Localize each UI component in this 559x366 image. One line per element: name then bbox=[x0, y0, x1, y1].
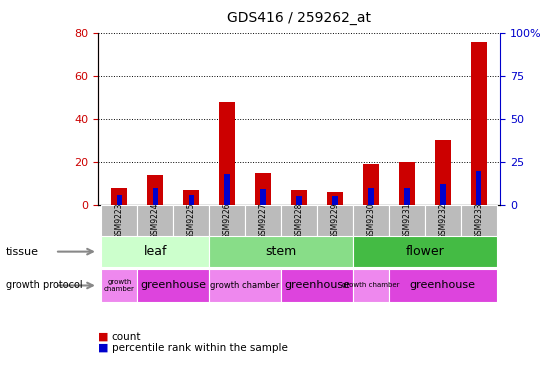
Bar bbox=[353, 269, 389, 302]
Bar bbox=[296, 196, 302, 205]
Bar bbox=[138, 205, 173, 236]
Text: growth protocol: growth protocol bbox=[6, 280, 82, 291]
Bar bbox=[101, 236, 209, 267]
Text: growth chamber: growth chamber bbox=[211, 281, 280, 290]
Bar bbox=[332, 196, 338, 205]
Text: GSM9229: GSM9229 bbox=[330, 202, 339, 239]
Bar bbox=[317, 205, 353, 236]
Bar bbox=[440, 184, 446, 205]
Bar bbox=[225, 174, 230, 205]
Text: GSM9233: GSM9233 bbox=[474, 202, 483, 239]
Text: count: count bbox=[112, 332, 141, 342]
Text: GSM9223: GSM9223 bbox=[115, 202, 124, 239]
Bar bbox=[209, 269, 281, 302]
Text: greenhouse: greenhouse bbox=[140, 280, 206, 291]
Text: flower: flower bbox=[405, 245, 444, 258]
Bar bbox=[209, 236, 353, 267]
Bar bbox=[368, 188, 373, 205]
Text: leaf: leaf bbox=[144, 245, 167, 258]
Bar bbox=[327, 192, 343, 205]
Text: GSM9226: GSM9226 bbox=[222, 202, 231, 239]
Bar bbox=[260, 190, 266, 205]
Bar bbox=[399, 162, 415, 205]
Bar bbox=[476, 171, 481, 205]
Bar bbox=[147, 175, 163, 205]
Bar bbox=[245, 205, 281, 236]
Bar bbox=[281, 269, 353, 302]
Bar bbox=[281, 205, 317, 236]
Bar bbox=[389, 205, 425, 236]
Text: tissue: tissue bbox=[6, 247, 39, 257]
Bar bbox=[111, 188, 127, 205]
Text: greenhouse: greenhouse bbox=[410, 280, 476, 291]
Text: percentile rank within the sample: percentile rank within the sample bbox=[112, 343, 288, 353]
Bar bbox=[435, 141, 451, 205]
Bar bbox=[117, 195, 122, 205]
Text: ■: ■ bbox=[98, 343, 108, 353]
Bar bbox=[153, 188, 158, 205]
Bar bbox=[188, 195, 194, 205]
Bar bbox=[173, 205, 209, 236]
Bar bbox=[183, 190, 200, 205]
Bar bbox=[255, 173, 271, 205]
Text: GSM9228: GSM9228 bbox=[295, 202, 304, 239]
Text: GDS416 / 259262_at: GDS416 / 259262_at bbox=[227, 11, 371, 25]
Text: stem: stem bbox=[266, 245, 297, 258]
Text: GSM9231: GSM9231 bbox=[402, 202, 411, 239]
Bar bbox=[425, 205, 461, 236]
Bar bbox=[101, 205, 138, 236]
Bar bbox=[389, 269, 497, 302]
Bar bbox=[353, 205, 389, 236]
Text: GSM9225: GSM9225 bbox=[187, 202, 196, 239]
Text: GSM9230: GSM9230 bbox=[367, 202, 376, 239]
Text: GSM9224: GSM9224 bbox=[151, 202, 160, 239]
Text: growth chamber: growth chamber bbox=[342, 283, 400, 288]
Text: GSM9232: GSM9232 bbox=[438, 202, 447, 239]
Bar bbox=[138, 269, 209, 302]
Bar bbox=[291, 190, 307, 205]
Text: greenhouse: greenhouse bbox=[284, 280, 350, 291]
Bar bbox=[353, 236, 497, 267]
Bar bbox=[471, 42, 487, 205]
Bar bbox=[363, 164, 379, 205]
Text: growth
chamber: growth chamber bbox=[104, 279, 135, 292]
Bar bbox=[404, 188, 410, 205]
Bar bbox=[101, 269, 138, 302]
Bar bbox=[209, 205, 245, 236]
Text: ■: ■ bbox=[98, 332, 108, 342]
Bar bbox=[461, 205, 497, 236]
Bar bbox=[219, 102, 235, 205]
Text: GSM9227: GSM9227 bbox=[259, 202, 268, 239]
